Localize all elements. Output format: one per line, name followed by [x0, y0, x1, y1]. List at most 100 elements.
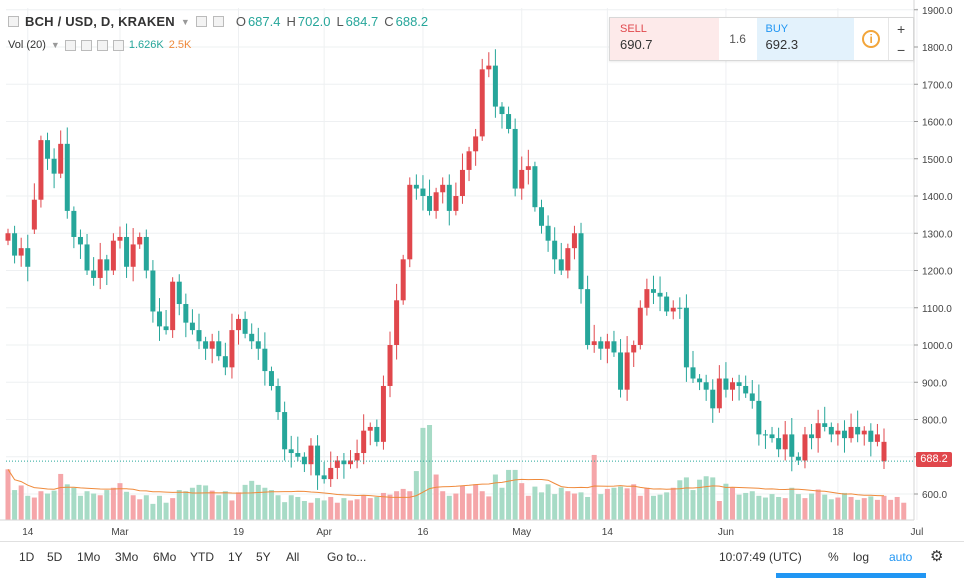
y-tick-label: 1900.0 — [922, 6, 953, 17]
volume-bar — [170, 498, 176, 520]
candle-body — [341, 460, 347, 465]
gear-icon[interactable] — [80, 39, 92, 51]
sell-button[interactable]: SELL 690.7 — [610, 18, 719, 60]
candle-body — [512, 128, 518, 189]
goto-button[interactable]: Go to... — [327, 550, 367, 564]
candle-body — [585, 289, 591, 345]
volume-bar — [802, 498, 808, 520]
volume-bar — [624, 488, 630, 520]
x-tick-label: Jun — [718, 527, 734, 538]
volume-bar — [690, 490, 696, 520]
volume-bar — [176, 490, 182, 520]
candle-body — [25, 248, 31, 267]
range-ytd-button[interactable]: YTD — [190, 550, 214, 564]
y-tick-label: 1300.0 — [922, 229, 953, 240]
buy-button[interactable]: BUY 692.3 — [756, 18, 855, 60]
chevron-down-icon[interactable]: ▼ — [180, 16, 190, 27]
candle-body — [841, 430, 847, 439]
volume-bar — [565, 491, 571, 520]
candle-body — [183, 304, 189, 323]
candle-body — [683, 307, 689, 368]
chart-canvas[interactable]: 600.0700.0800.0900.01000.01100.01200.013… — [0, 0, 964, 541]
candle-body — [18, 248, 24, 256]
volume-bar — [25, 495, 31, 520]
candle-body — [506, 114, 512, 129]
info-button[interactable]: i — [854, 18, 888, 60]
volume-bar — [888, 499, 894, 520]
range-1y-button[interactable]: 1Y — [228, 550, 243, 564]
candle-body — [380, 385, 386, 442]
chart-legend: BCH / USD, D, KRAKEN ▼ O 687.4 H 702.0 L 68… — [8, 14, 428, 29]
range-1mo-button[interactable]: 1Mo — [77, 550, 101, 564]
volume-bar — [716, 501, 722, 520]
candle-body — [453, 196, 459, 211]
plus-icon[interactable] — [96, 39, 108, 51]
candle-body — [367, 426, 373, 431]
minus-button[interactable]: − — [896, 41, 906, 58]
range-all-button[interactable]: All — [286, 550, 300, 564]
volume-bar — [835, 497, 841, 520]
y-tick-label: 1200.0 — [922, 267, 953, 278]
volume-bar — [492, 474, 498, 520]
candle-body — [604, 341, 610, 349]
candle-body — [420, 188, 426, 196]
gear-icon[interactable]: ⚙ — [930, 548, 944, 565]
plus-button[interactable]: + — [896, 20, 906, 37]
range-5d-button[interactable]: 5D — [47, 550, 63, 564]
volume-bar — [110, 487, 116, 520]
candle-body — [697, 378, 703, 383]
hide-icon[interactable] — [212, 16, 224, 27]
volume-bar — [874, 499, 880, 520]
y-tick-label: 1500.0 — [922, 155, 953, 166]
symbol-title[interactable]: BCH / USD, D, KRAKEN — [25, 14, 175, 29]
percent-toggle[interactable]: % — [828, 550, 839, 564]
volume-bar — [143, 495, 149, 520]
volume-bar — [618, 486, 624, 520]
candle-body — [216, 341, 222, 357]
auto-toggle[interactable]: auto — [889, 550, 913, 564]
candle-body — [268, 371, 274, 386]
settings-icon[interactable] — [195, 16, 207, 27]
candle-body — [749, 393, 755, 401]
volume-label[interactable]: Vol (20) — [8, 39, 46, 51]
candle-body — [91, 270, 97, 278]
candle-body — [789, 434, 795, 457]
candle-body — [374, 426, 380, 442]
x-tick-label: Apr — [316, 527, 332, 538]
volume-bar — [321, 500, 327, 520]
candle-body — [387, 345, 393, 386]
volume-bar — [31, 497, 37, 520]
volume-bar — [242, 484, 248, 520]
range-6mo-button[interactable]: 6Mo — [153, 550, 177, 564]
volume-bar — [841, 492, 847, 520]
candle-body — [519, 169, 525, 189]
volume-bar — [828, 499, 834, 520]
volume-bar — [894, 496, 900, 520]
candle-body — [347, 460, 353, 465]
candle-body — [288, 449, 294, 454]
range-1d-button[interactable]: 1D — [19, 550, 35, 564]
volume-bar — [427, 425, 433, 520]
candle-body — [716, 378, 722, 409]
volume-bar — [795, 494, 801, 520]
collapse-toggle-icon[interactable] — [8, 16, 19, 27]
volume-bar — [631, 484, 637, 520]
log-toggle[interactable]: log — [853, 550, 870, 564]
volume-bar — [650, 495, 656, 520]
candle-body — [802, 434, 808, 461]
volume-bar — [552, 494, 558, 520]
chevron-down-icon[interactable]: ▼ — [50, 40, 60, 50]
eye-icon[interactable] — [64, 39, 76, 51]
volume-bar — [354, 499, 360, 520]
close-icon[interactable] — [112, 39, 124, 51]
volume-bar — [124, 491, 130, 520]
candle-body — [644, 289, 650, 308]
scroll-indicator[interactable] — [776, 573, 926, 578]
candle-body — [552, 240, 558, 260]
range-5y-button[interactable]: 5Y — [256, 550, 271, 564]
candle-body — [539, 207, 545, 226]
volume-bar — [815, 489, 821, 520]
volume-bar — [216, 495, 222, 520]
candle-body — [835, 430, 841, 435]
range-3mo-button[interactable]: 3Mo — [115, 550, 139, 564]
